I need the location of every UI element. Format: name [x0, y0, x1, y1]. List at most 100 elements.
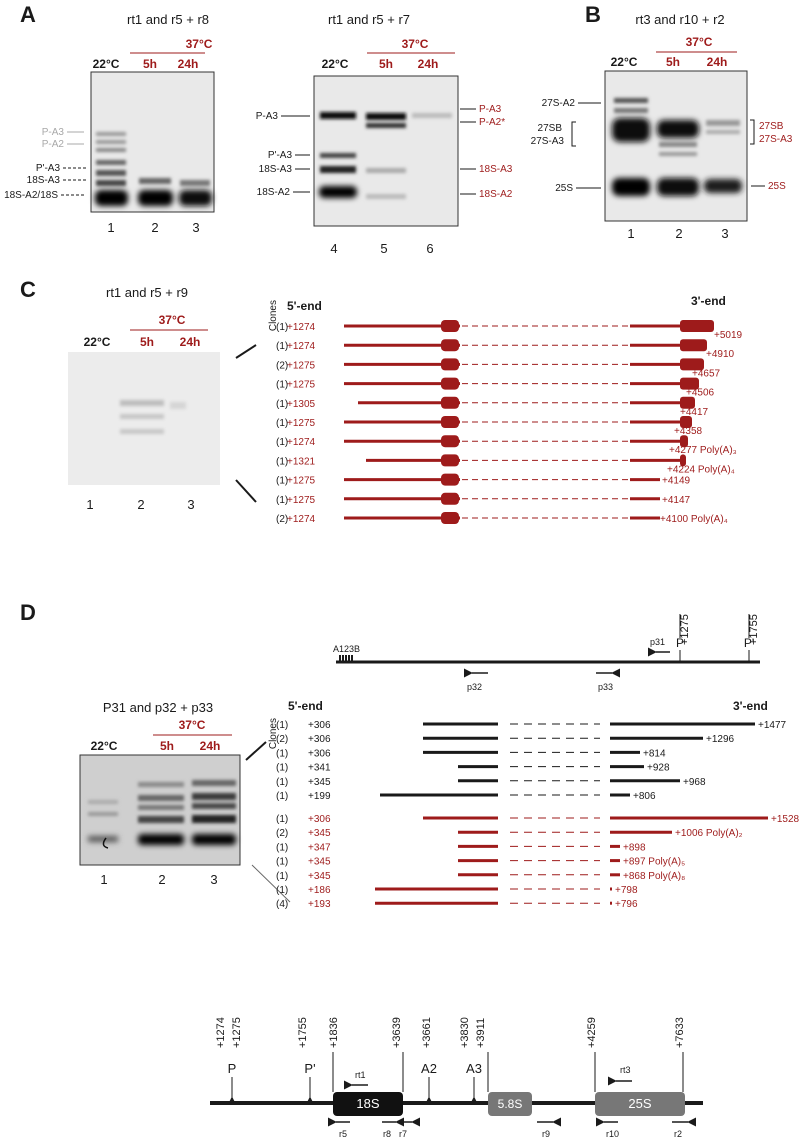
map-d-p: P: [676, 636, 684, 650]
gel-a1-label-pa3: P-A3: [42, 127, 65, 138]
gel-b-temp-heat: 37°C: [686, 35, 713, 49]
clone-d-start: +341: [308, 763, 331, 774]
clone-d-end: +814: [643, 748, 666, 759]
clone-c-start: +1275: [287, 495, 316, 506]
clone-c-node: [441, 339, 459, 352]
gel-b-left-27sb: 27SB: [538, 123, 563, 134]
clone-c-tail: [680, 339, 707, 352]
gel-a1-temp-heat: 37°C: [186, 37, 213, 51]
clone-d-end: +1006 Poly(A)₂: [675, 828, 743, 839]
primer-r9: r9: [542, 1129, 550, 1139]
gel-a1-t1: 5h: [143, 57, 157, 71]
map-d-p31: p31: [650, 637, 665, 647]
clone-d-count: (1): [276, 885, 288, 896]
clone-d-start: +306: [308, 748, 331, 759]
position-label: +1755: [297, 1017, 309, 1048]
clone-d-end: +798: [615, 885, 638, 896]
gel-a1-t2: 24h: [178, 57, 199, 71]
clone-d-end: +1528: [771, 814, 800, 825]
bottom-map-ticks: +1274 +1275 +1755 +1836 +3639 +3661 +3830 +3911…: [215, 1017, 686, 1092]
clone-c-count: (1): [276, 380, 288, 391]
clone-c-node: [441, 358, 459, 371]
clones-d-rows: (1) +306 +1477 (2) +306 +1296 (1) +306 +814 (1) +3…: [276, 720, 800, 910]
clone-d-count: (1): [276, 791, 288, 802]
gel-a2-left-pa3: P-A3: [256, 111, 279, 122]
clone-c-node: [441, 512, 459, 524]
gel-b-right-25s: 25S: [768, 181, 786, 192]
clone-d-count: (1): [276, 857, 288, 868]
clone-c-end: +4100 Poly(A)₄: [660, 514, 728, 525]
gel-a2-image: [313, 75, 459, 227]
gel-b-t2: 24h: [707, 55, 728, 69]
gel-b-left-25s: 25S: [555, 183, 573, 194]
map-d-p32: p32: [467, 682, 482, 692]
clone-d-start: +345: [308, 777, 331, 788]
position-label: +4259: [586, 1017, 598, 1048]
gel-a2-temp-heat: 37°C: [402, 37, 429, 51]
gel-a2-title: rt1 and r5 + r7: [328, 12, 410, 27]
clone-c-count: (1): [276, 322, 288, 333]
gel-c-lane-1: 1: [86, 497, 93, 512]
gel-a2-lane-4: 4: [330, 241, 337, 256]
clone-d-count: (1): [276, 748, 288, 759]
clone-c-end: +4506: [686, 388, 715, 399]
clone-c-node: [441, 396, 459, 409]
clone-c-start: +1275: [287, 476, 316, 487]
gel-c-lane-3: 3: [187, 497, 194, 512]
primer-r10: r10: [606, 1129, 619, 1139]
gel-d-lane-1: 1: [100, 872, 107, 887]
gel-a2-left-ppa3: P'-A3: [268, 150, 293, 161]
clone-d-count: (1): [276, 814, 288, 825]
gel-b-title: rt3 and r10 + r2: [635, 12, 724, 27]
gel-c-temp-ctrl: 22°C: [84, 335, 111, 349]
position-label: +7633: [674, 1017, 686, 1048]
gel-d-lane-3: 3: [210, 872, 217, 887]
clone-c-end: +4149: [662, 476, 691, 487]
gel-b-lane-1: 1: [627, 226, 634, 241]
gel-a2-lane-6: 6: [426, 241, 433, 256]
clone-d-end: +806: [633, 791, 656, 802]
gel-a1-title: rt1 and r5 + r8: [127, 12, 209, 27]
gel-a2-right-pa2star: P-A2*: [479, 117, 505, 128]
clones-d: Clones 5'-end 3'-end (1) +306 +1477 (2) +306…: [268, 699, 800, 910]
gel-b-left-27sa3: 27S-A3: [531, 136, 565, 147]
clone-d-start: +199: [308, 791, 331, 802]
clone-d-start: +345: [308, 871, 331, 882]
clone-d-end: +928: [647, 763, 670, 774]
gel-c-temp-heat: 37°C: [159, 313, 186, 327]
clone-d-end: +796: [615, 899, 638, 910]
clone-c-end: +4147: [662, 495, 691, 506]
clone-d-start: +186: [308, 885, 331, 896]
clone-c-count: (1): [276, 418, 288, 429]
clone-d-start: +306: [308, 814, 331, 825]
primer-r7: r7: [399, 1129, 407, 1139]
position-label: +3830: [459, 1017, 471, 1048]
clone-c-tail: [680, 416, 692, 428]
gel-a1-lane-3: 3: [192, 220, 199, 235]
clone-c-node: [441, 492, 459, 505]
map-d-pprime: P': [744, 636, 754, 650]
clone-c-count: (1): [276, 341, 288, 352]
clone-c-count: (1): [276, 476, 288, 487]
gel-d-temp-heat: 37°C: [179, 718, 206, 732]
clone-c-node: [441, 454, 459, 467]
gel-a2-left-18sa2: 18S-A2: [257, 187, 291, 198]
clone-c-start: +1305: [287, 399, 316, 410]
box-18s: [333, 1092, 403, 1116]
gel-d-lane-2: 2: [158, 872, 165, 887]
clone-d-count: (2): [276, 734, 288, 745]
gel-a2-left-18sa3: 18S-A3: [259, 164, 293, 175]
gel-b-right-27sa3: 27S-A3: [759, 134, 793, 145]
clone-d-count: (1): [276, 777, 288, 788]
clone-d-count: (1): [276, 842, 288, 853]
gel-d: P31 and p32 + p33 37°C 22°C 5h 24h 1 2 3: [79, 700, 291, 903]
clone-c-end: +4910: [706, 349, 735, 360]
clone-c-count: (2): [276, 514, 288, 525]
panel-label-a: A: [20, 2, 36, 27]
gel-a1-temp-ctrl: 22°C: [93, 57, 120, 71]
clones-d-header: Clones: [268, 718, 279, 749]
clones-c-five-end: 5'-end: [287, 299, 322, 313]
clone-c-start: +1274: [287, 322, 316, 333]
box-25s: [595, 1092, 685, 1116]
